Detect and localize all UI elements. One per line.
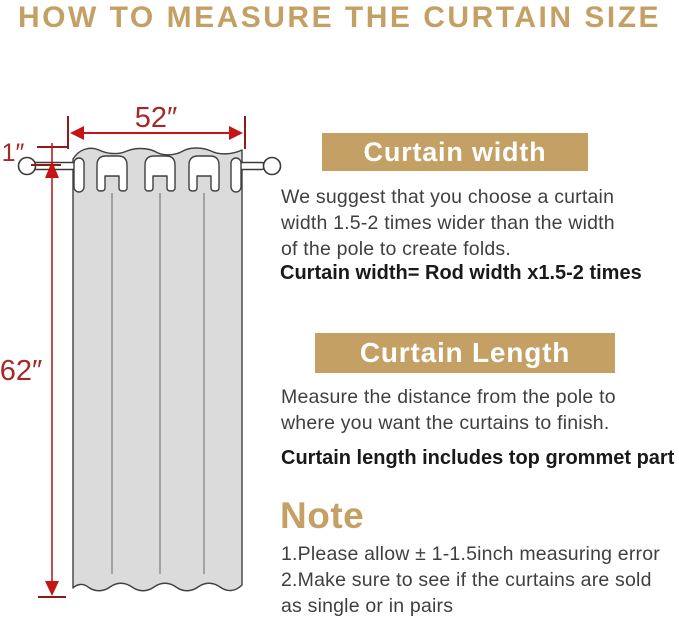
text-line: We suggest that you choose a curtain <box>281 186 615 208</box>
note-list: 1.Please allow ± 1-1.5inch measuring err… <box>281 541 660 619</box>
header-dimension-label: 1″ <box>2 139 25 167</box>
width-dimension-label: 52″ <box>135 102 178 134</box>
rod-finial-right <box>262 156 282 176</box>
note-heading: Note <box>280 495 365 536</box>
arrow-left-icon <box>70 126 84 140</box>
curtain-length-formula: Curtain length includes top grommet part <box>281 447 675 469</box>
curtain-fold-lines <box>111 193 205 574</box>
curtain-width-description: We suggest that you choose a curtain wid… <box>281 184 615 262</box>
arrow-right-icon <box>229 126 243 140</box>
text-line: where you want the curtains to finish. <box>281 412 610 434</box>
curtain-length-heading: Curtain Length <box>315 333 615 373</box>
curtain-length-description: Measure the distance from the pole to wh… <box>281 384 616 436</box>
width-dimension: 52″ <box>67 102 246 149</box>
curtain-panel <box>72 147 243 592</box>
note-item: 2.Make sure to see if the curtains are s… <box>281 569 652 591</box>
curtain-width-formula: Curtain width= Rod width x1.5-2 times <box>280 262 642 284</box>
note-item: as single or in pairs <box>281 595 454 617</box>
length-dimension-label: 62″ <box>0 355 42 387</box>
grommet-loops <box>96 155 220 192</box>
text-line: width 1.5-2 times wider than the width <box>281 212 615 234</box>
grommet-edge-loop-left <box>73 157 85 193</box>
curtain-width-heading: Curtain width <box>322 133 588 171</box>
note-item: 1.Please allow ± 1-1.5inch measuring err… <box>281 543 660 565</box>
text-line: of the pole to create folds. <box>281 238 511 260</box>
grommet-edge-loop-right <box>230 157 242 193</box>
curtain-measurement-diagram: 52″ 1″ 62″ <box>0 102 282 598</box>
arrow-up-icon <box>45 161 59 178</box>
page-title: HOW TO MEASURE THE CURTAIN SIZE <box>17 1 662 34</box>
arrow-down-icon <box>45 581 59 596</box>
text-line: Measure the distance from the pole to <box>281 386 616 408</box>
length-dimension: 62″ <box>0 143 66 598</box>
